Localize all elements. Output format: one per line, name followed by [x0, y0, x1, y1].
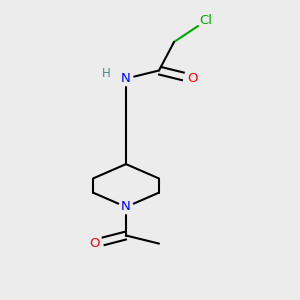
Text: N: N	[121, 72, 131, 85]
Text: N: N	[121, 200, 131, 214]
Text: O: O	[187, 72, 197, 85]
Text: Cl: Cl	[199, 14, 212, 28]
Text: H: H	[102, 67, 111, 80]
Text: O: O	[89, 237, 100, 250]
